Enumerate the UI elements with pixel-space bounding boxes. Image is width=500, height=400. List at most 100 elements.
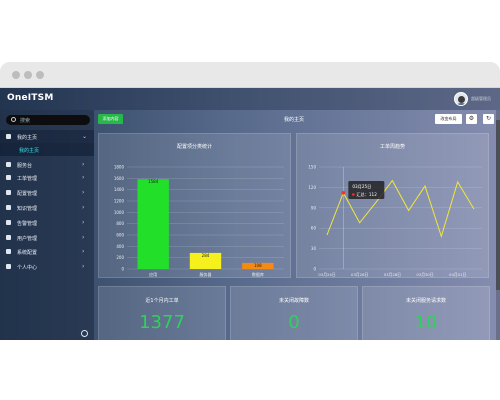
sidebar-item-label: 告警管理 — [17, 221, 38, 227]
user-icon — [6, 235, 11, 240]
stat-card[interactable]: 近1个月内工单 1377 — [98, 286, 226, 340]
bar — [137, 179, 169, 269]
sidebar-item-label: 工单管理 — [17, 176, 38, 182]
chart-panel-config: 配置项分类统计 0 200 400 600 800 1000 1200 1400 1600 180… — [98, 133, 291, 278]
stat-value: 10 — [414, 312, 438, 333]
x-tick-label: 03月30日 — [416, 272, 433, 277]
chart-title: 配置项分类统计 — [176, 144, 212, 150]
x-tick-label: 服务器 — [200, 271, 212, 277]
stat-value: 0 — [288, 312, 300, 333]
tooltip-box — [348, 181, 385, 199]
app-container: OneITSM 超级管理员 搜索 我的主页 ⌄ 我的主页服务台 › 工单管理 › 配置管理 ›… — [0, 88, 500, 340]
y-tick-label: 200 — [116, 255, 124, 260]
main-content: 添加内容 我的主页 改变布局 ⚙ ↻ 配置项分类统计 0 200 400 600 800… — [94, 110, 500, 340]
refresh-icon[interactable]: ↻ — [483, 114, 494, 124]
sidebar-subitem[interactable]: 我的主页 — [0, 143, 94, 156]
chevron-right-icon: › — [82, 234, 85, 241]
y-tick-label: 400 — [116, 244, 124, 249]
sidebar-item[interactable]: 个人中心 › — [0, 260, 94, 273]
tooltip-marker — [352, 193, 355, 196]
sidebar-item-label: 服务台 — [17, 163, 33, 169]
page-title: 我的主页 — [284, 117, 305, 123]
chevron-right-icon: › — [82, 161, 85, 168]
sidebar-item[interactable]: 我的主页 ⌄ — [0, 130, 94, 143]
y-tick-label: 1600 — [114, 176, 125, 181]
y-tick-label: 120 — [308, 185, 316, 190]
settings-icon[interactable]: ⚙ — [466, 114, 477, 124]
chevron-right-icon: › — [82, 204, 85, 211]
change-layout-button[interactable]: 改变布局 — [435, 114, 462, 124]
alert-icon — [6, 220, 11, 225]
x-tick-label: 03月28日 — [384, 272, 401, 277]
window-dot-icon[interactable] — [36, 71, 44, 79]
sidebar-item[interactable]: 告警管理 › — [0, 216, 94, 229]
x-tick-label: 03月24日 — [318, 272, 335, 277]
chart-panel-trend: 工单周趋势 0 30 60 90 120 150 03月24日 03月26日 03月28日 03月… — [296, 133, 489, 278]
add-content-button[interactable]: 添加内容 — [98, 114, 123, 124]
x-tick-label: 应用 — [149, 271, 157, 277]
stat-value: 1377 — [139, 312, 185, 333]
chevron-down-icon: ⌄ — [82, 133, 88, 140]
settings-icon — [6, 249, 11, 254]
sidebar-item[interactable]: 工单管理 › — [0, 171, 94, 184]
username-label[interactable]: 超级管理员 — [471, 96, 491, 101]
tooltip-date: 03月25日 — [352, 184, 371, 190]
series-line — [326, 179, 475, 239]
scrollbar[interactable] — [496, 110, 500, 340]
collapse-sidebar-icon[interactable] — [81, 330, 88, 337]
sidebar-item-label: 我的主页 — [19, 148, 40, 154]
top-bar: OneITSM 超级管理员 — [0, 88, 500, 110]
chart-title: 工单周趋势 — [379, 144, 405, 150]
stat-title: 近1个月内工单 — [145, 298, 179, 304]
y-tick-label: 150 — [308, 165, 316, 170]
y-tick-label: 0 — [121, 267, 124, 272]
config-icon — [6, 190, 11, 195]
y-tick-label: 1200 — [114, 199, 125, 204]
search-input[interactable]: 搜索 — [6, 115, 90, 125]
line-chart: 0 30 60 90 120 150 03月24日 03月26日 03月28日 03月30日 04月… — [308, 165, 482, 277]
sidebar-item[interactable]: 用户管理 › — [0, 231, 94, 244]
sidebar-item-label: 知识管理 — [17, 206, 38, 212]
scrollbar-thumb[interactable] — [496, 120, 500, 290]
sidebar-item[interactable]: 知识管理 › — [0, 201, 94, 214]
sidebar: 搜索 我的主页 ⌄ 我的主页 服务台 › 工单管理 › 配置管理 › 知识管理 › 告警管理 › 用户管理… — [0, 110, 94, 340]
window-dot-icon[interactable] — [24, 71, 32, 79]
window-dot-icon[interactable] — [12, 71, 20, 79]
x-tick-label: 03月26日 — [351, 272, 368, 277]
sidebar-item-label: 配置管理 — [17, 191, 38, 197]
knowledge-icon — [6, 205, 11, 210]
search-icon — [11, 117, 16, 122]
bar — [189, 252, 222, 269]
sidebar-item-label: 个人中心 — [17, 265, 38, 271]
bar — [242, 262, 274, 269]
data-label: 108 — [254, 263, 262, 268]
sidebar-item[interactable]: 系统配置 › — [0, 245, 94, 258]
y-tick-label: 1000 — [114, 210, 125, 215]
hover-point — [341, 191, 346, 195]
bar-chart: 0 200 400 600 800 1000 1200 1400 1600 1800 1584 应用 2… — [114, 165, 284, 277]
stat-card[interactable]: 未关闭服务请求数 10 — [362, 286, 490, 340]
browser-chrome — [0, 62, 500, 88]
search-placeholder: 搜索 — [20, 118, 31, 124]
tooltip-value: 汇总：112 — [356, 191, 377, 198]
chevron-right-icon: › — [82, 189, 85, 196]
app-logo: OneITSM — [7, 93, 54, 103]
ticket-icon — [6, 175, 11, 180]
data-label: 1584 — [148, 179, 159, 184]
sidebar-item-label: 用户管理 — [17, 236, 38, 242]
y-tick-label: 1800 — [114, 165, 125, 170]
chevron-right-icon: › — [82, 219, 85, 226]
y-tick-label: 800 — [116, 221, 124, 226]
sidebar-item-label: 系统配置 — [17, 250, 38, 256]
sidebar-item-label: 我的主页 — [17, 135, 38, 141]
y-tick-label: 60 — [311, 226, 317, 231]
y-tick-label: 90 — [311, 205, 317, 210]
data-label: 284 — [202, 253, 210, 258]
stat-card[interactable]: 未关闭故障数 0 — [230, 286, 358, 340]
sidebar-item[interactable]: 配置管理 › — [0, 186, 94, 199]
profile-icon — [6, 264, 11, 269]
chevron-right-icon: › — [82, 174, 85, 181]
y-tick-label: 0 — [313, 267, 316, 272]
sidebar-item[interactable]: 服务台 › — [0, 158, 94, 171]
avatar[interactable] — [454, 92, 468, 106]
